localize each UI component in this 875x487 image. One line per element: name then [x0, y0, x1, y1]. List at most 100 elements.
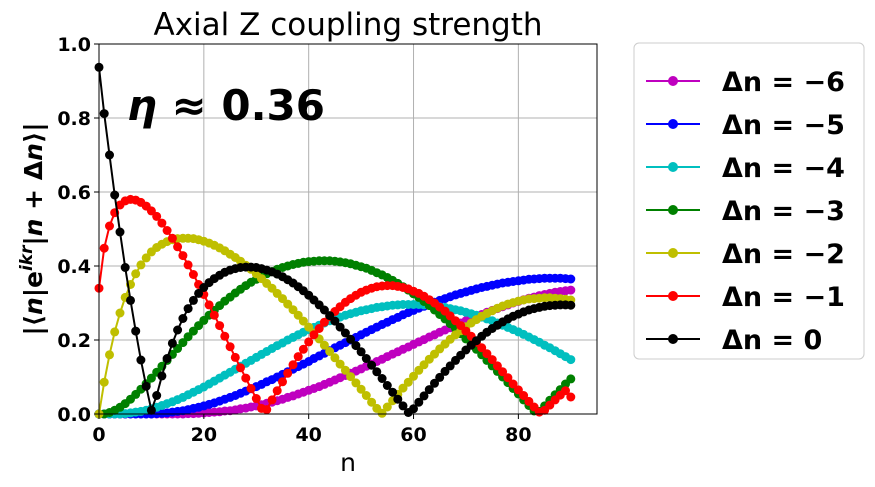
data-point	[503, 373, 513, 383]
data-point	[388, 387, 398, 397]
data-point	[356, 347, 366, 357]
data-point	[351, 341, 361, 351]
data-point	[340, 365, 350, 375]
data-point	[120, 263, 130, 272]
data-point	[566, 300, 576, 310]
data-point	[126, 295, 135, 305]
eta-annotation: η ≈ 0.36	[127, 81, 325, 130]
data-point	[241, 373, 251, 383]
data-point	[314, 324, 324, 333]
data-point	[377, 408, 387, 418]
legend-marker	[668, 248, 678, 258]
data-point	[183, 260, 193, 270]
data-point	[283, 368, 293, 378]
data-point	[304, 337, 314, 347]
data-point	[152, 211, 162, 221]
data-point	[293, 352, 303, 362]
data-point	[361, 354, 371, 363]
data-point	[251, 394, 261, 403]
legend-item: Δn = 0	[646, 325, 822, 356]
legend-marker	[668, 334, 678, 344]
legend-label: Δn = 0	[722, 325, 822, 356]
data-point	[178, 338, 188, 348]
data-point	[561, 386, 570, 396]
data-point	[356, 384, 366, 394]
data-point	[398, 383, 408, 393]
legend-marker	[668, 205, 678, 215]
legend-marker	[668, 76, 678, 86]
data-point	[482, 349, 492, 359]
data-point	[146, 405, 156, 415]
data-point	[519, 391, 529, 400]
y-tick-label: 0.6	[57, 182, 91, 204]
y-tick-label: 0.4	[57, 256, 91, 278]
x-tick-label: 40	[295, 424, 321, 446]
data-point	[435, 372, 445, 382]
data-point	[477, 343, 487, 353]
data-point	[566, 374, 576, 384]
legend-item: Δn = −1	[646, 282, 845, 313]
data-point	[361, 391, 371, 400]
data-point	[99, 377, 109, 387]
data-point	[325, 347, 335, 356]
data-point	[183, 304, 193, 314]
data-point	[309, 330, 319, 340]
legend-label: Δn = −6	[722, 67, 845, 98]
data-point	[146, 373, 156, 383]
data-point	[304, 322, 314, 332]
data-point	[131, 326, 141, 336]
y-tick-label: 0.0	[57, 404, 91, 426]
data-point	[246, 384, 256, 393]
data-point	[424, 385, 434, 395]
legend-box	[633, 42, 865, 360]
data-point	[167, 233, 177, 243]
data-point	[105, 350, 114, 360]
data-point	[398, 401, 408, 411]
data-point	[162, 354, 172, 363]
data-point	[367, 397, 377, 407]
data-point	[430, 378, 439, 388]
data-point	[236, 363, 245, 373]
data-point	[409, 404, 418, 414]
data-point	[346, 334, 356, 344]
data-point	[492, 361, 502, 371]
y-tick-label: 0.2	[57, 330, 91, 352]
data-point	[136, 355, 146, 365]
legend-marker	[668, 291, 678, 301]
data-point	[178, 251, 188, 261]
data-point	[215, 321, 225, 331]
data-point	[136, 260, 146, 270]
data-point	[508, 379, 518, 389]
data-point	[293, 310, 303, 320]
data-point	[115, 227, 125, 237]
data-point	[419, 391, 429, 401]
data-point	[278, 377, 287, 387]
data-point	[566, 355, 576, 365]
data-point	[99, 243, 109, 253]
data-point	[157, 371, 167, 381]
data-point	[288, 360, 298, 370]
data-point	[105, 150, 114, 160]
series-5	[94, 194, 576, 417]
data-point	[319, 340, 329, 350]
data-point	[409, 371, 418, 381]
data-point	[566, 392, 576, 402]
legend-item: Δn = −5	[646, 110, 845, 141]
plot-frame	[98, 43, 598, 415]
data-point	[403, 377, 413, 387]
x-axis-label: n	[340, 448, 356, 477]
legend-item: Δn = −2	[646, 239, 845, 270]
legend-label: Δn = −5	[722, 110, 845, 141]
legend-label: Δn = −1	[722, 282, 845, 313]
data-point	[178, 314, 188, 323]
data-point	[414, 397, 424, 407]
legend-marker	[668, 162, 678, 172]
data-point	[330, 353, 340, 363]
data-point	[272, 386, 282, 396]
data-point	[209, 310, 219, 320]
data-point	[566, 285, 576, 295]
data-point	[351, 378, 361, 388]
legend-label: Δn = −2	[722, 239, 845, 270]
x-tick-label: 0	[92, 424, 105, 446]
legend-item: Δn = −4	[646, 153, 845, 184]
